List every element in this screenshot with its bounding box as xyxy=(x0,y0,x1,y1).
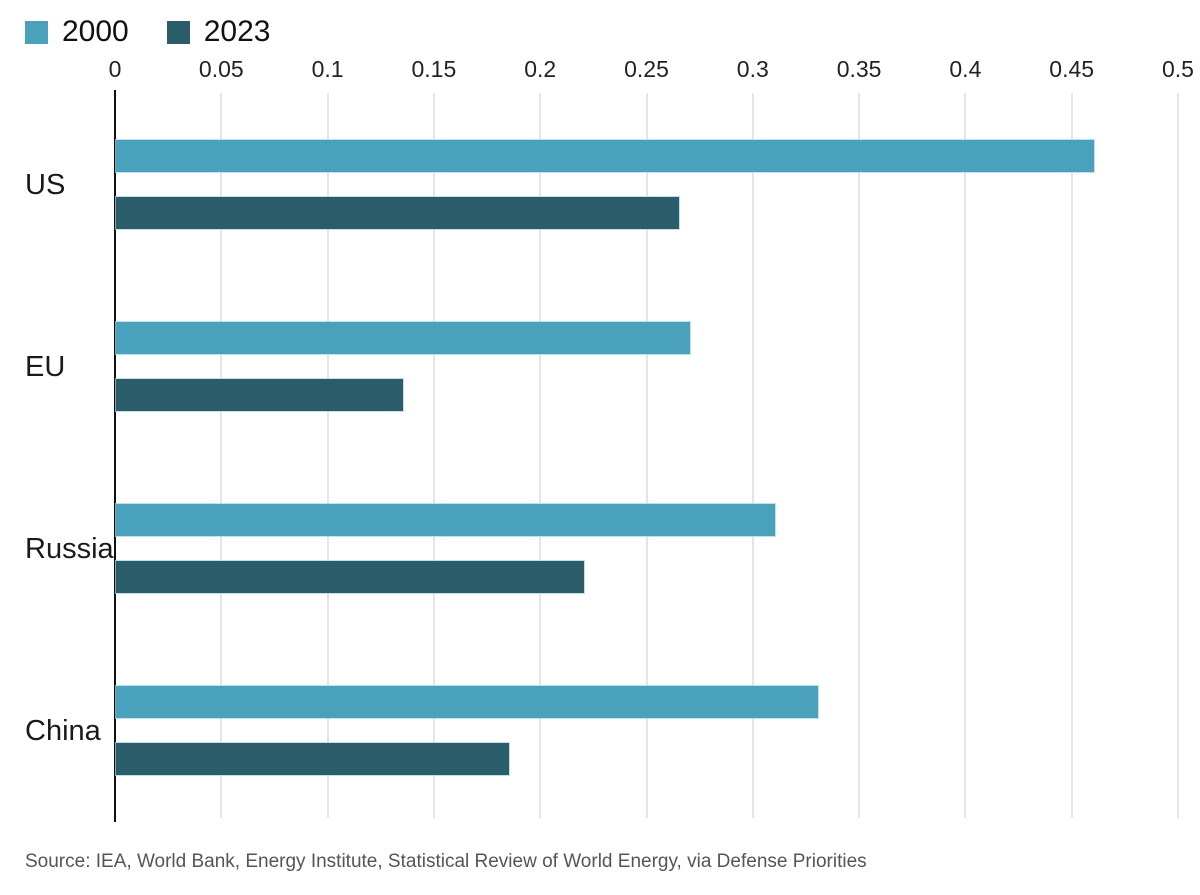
legend-item-2023: 2023 xyxy=(166,15,271,48)
x-tick-label: 0.05 xyxy=(198,56,244,82)
gridline xyxy=(858,93,861,818)
legend-swatch-2000 xyxy=(25,20,48,44)
x-tick-label: 0.4 xyxy=(949,56,982,82)
bar-2023-russia xyxy=(116,561,584,593)
gridline xyxy=(964,93,967,818)
legend-label-2000: 2000 xyxy=(62,15,129,48)
x-tick-label: 0.1 xyxy=(311,56,344,82)
source-note: Source: IEA, World Bank, Energy Institut… xyxy=(25,851,867,872)
category-label-russia: Russia xyxy=(25,533,114,565)
category-label-eu: EU xyxy=(25,351,66,383)
x-tick-label: 0.25 xyxy=(624,56,669,82)
category-label-us: US xyxy=(25,169,66,201)
bar-2000-russia xyxy=(116,504,775,536)
gridline xyxy=(645,93,648,818)
gridline xyxy=(539,93,542,818)
gridline xyxy=(432,93,435,818)
gridline xyxy=(220,93,223,818)
x-axis-zero-line xyxy=(114,90,116,822)
chart-legend: 2000 2023 xyxy=(25,17,271,47)
plot-area: 0 0.05 0.1 0.15 0.2 0.25 0.3 0.35 0.4 0.45 0.5 US EU… xyxy=(25,56,1194,822)
bar-2023-us xyxy=(116,197,679,229)
x-tick-label: 0 xyxy=(108,56,122,82)
bar-2023-eu xyxy=(116,379,403,411)
x-tick-label: 0.35 xyxy=(836,56,882,82)
category-label-china: China xyxy=(25,715,101,747)
gridline xyxy=(1177,93,1179,818)
x-tick-label: 0.3 xyxy=(736,56,769,82)
gridline xyxy=(751,93,754,818)
bar-2000-eu xyxy=(116,322,690,354)
bar-2000-china xyxy=(116,686,818,718)
bar-2023-china xyxy=(116,743,509,775)
legend-item-2000: 2000 xyxy=(25,17,129,47)
legend-swatch-2023 xyxy=(166,20,190,44)
gridline xyxy=(1070,93,1073,818)
x-tick-label: 0.2 xyxy=(524,56,557,82)
gridline xyxy=(326,93,329,818)
x-tick-label: 0.45 xyxy=(1049,56,1095,82)
x-tick-label: 0.5 xyxy=(1162,56,1194,82)
legend-label-2023: 2023 xyxy=(203,15,271,48)
x-tick-label: 0.15 xyxy=(411,56,457,82)
bar-2000-us xyxy=(116,140,1094,172)
